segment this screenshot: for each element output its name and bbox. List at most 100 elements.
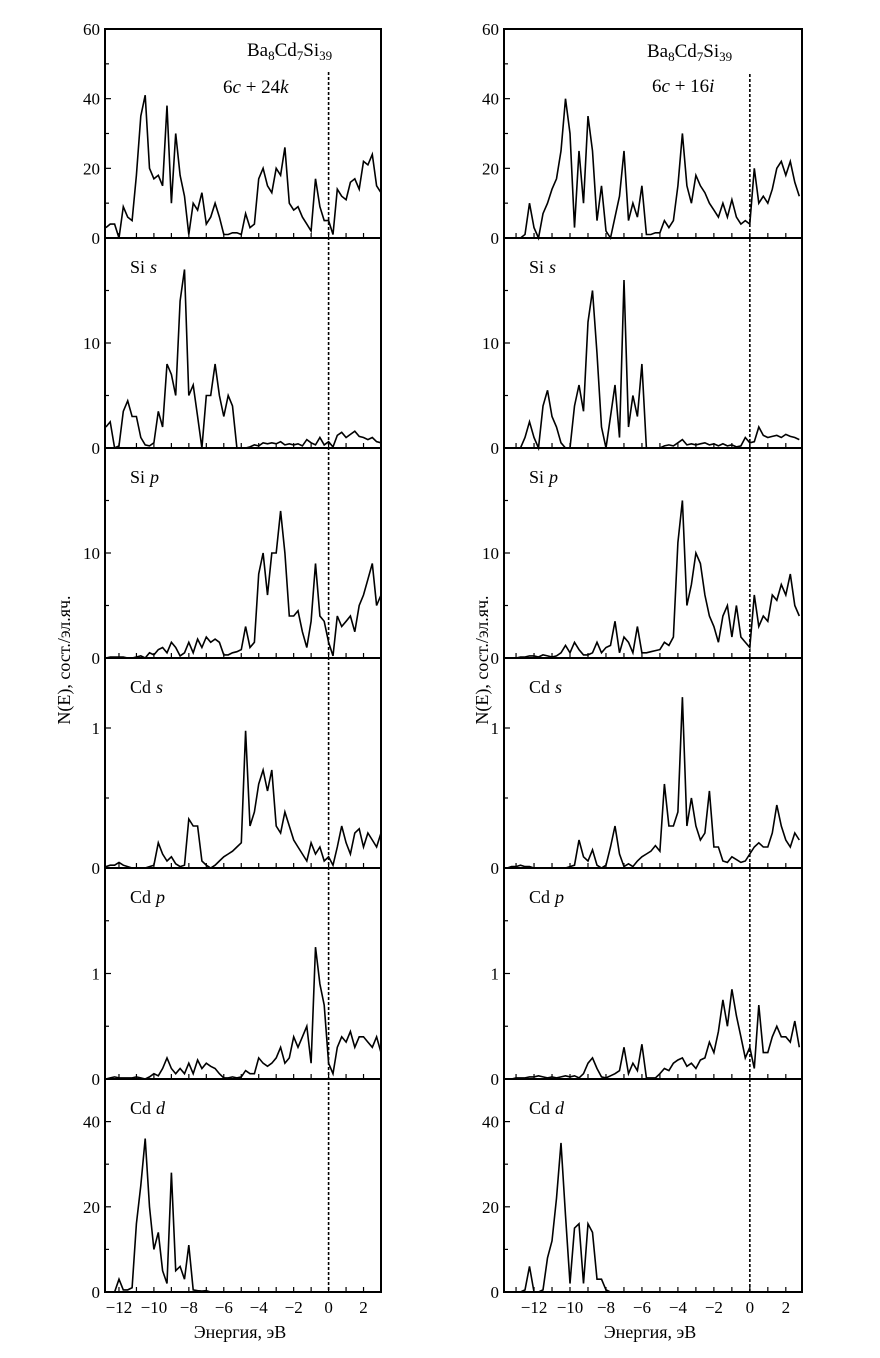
title-element: Ba <box>247 40 269 61</box>
dos-curve-cd-p <box>507 989 801 1080</box>
orbital-label: p <box>148 467 159 487</box>
compound-title: Ba8Cd7Si39 <box>647 41 732 64</box>
y-tick-label: 10 <box>482 544 499 563</box>
y-tick-label: 10 <box>83 544 100 563</box>
annotation-site-letter: i <box>709 76 714 97</box>
element-label: Cd <box>529 1098 550 1118</box>
y-tick-label: 60 <box>482 20 499 39</box>
annotation-text: 6 <box>223 77 233 98</box>
panel-cd-p: 0 1 Cd p <box>491 867 803 1089</box>
y-tick-label: 0 <box>491 1283 500 1302</box>
panel-label: Si p <box>529 467 558 487</box>
dos-curve-si-s <box>105 269 382 450</box>
panel-label: Si s <box>529 257 556 277</box>
y-tick-label: 0 <box>491 439 500 458</box>
annotation-site-letter: c <box>233 77 242 98</box>
annotation-text: + 24 <box>241 77 281 98</box>
y-tick-label: 10 <box>83 334 100 353</box>
dos-curve-si-s <box>507 279 800 452</box>
y-tick-label: 20 <box>83 1198 100 1217</box>
y-tick-label: 1 <box>92 719 101 738</box>
y-tick-label: 40 <box>83 90 100 109</box>
x-tick-label: −8 <box>597 1298 615 1317</box>
orbital-label: s <box>150 257 157 277</box>
y-tick-label: 0 <box>491 1070 500 1089</box>
y-tick-label: 1 <box>491 719 500 738</box>
panel-label: Cd d <box>130 1098 166 1118</box>
title-element: Si <box>703 41 719 62</box>
y-tick-label: 0 <box>491 229 500 248</box>
orbital-label: d <box>156 1098 166 1118</box>
y-tick-label: 0 <box>92 439 101 458</box>
y-axis-label: N(E), сост./эл.яч. <box>54 595 75 724</box>
panel-label: Cd d <box>529 1098 565 1118</box>
panel-label: Si p <box>130 467 159 487</box>
dos-curve-cd-p <box>105 947 382 1080</box>
y-tick-label: 0 <box>92 229 101 248</box>
dos-curve-total <box>105 95 382 239</box>
dos-curve-si-p <box>105 510 382 659</box>
panel-cd-p: 0 1 Cd p <box>92 867 382 1089</box>
x-tick-label: 0 <box>324 1298 333 1317</box>
y-tick-label: 40 <box>482 90 499 109</box>
x-tick-label: −2 <box>285 1298 303 1317</box>
orbital-label: d <box>555 1098 565 1118</box>
element-label: Si <box>529 257 544 277</box>
y-tick-label: 0 <box>92 1283 101 1302</box>
panel-si-p: 0 10 Si p <box>482 447 803 668</box>
dos-curve-total <box>507 98 801 241</box>
x-tick-label: −2 <box>705 1298 723 1317</box>
x-tick-label: −12 <box>106 1298 133 1317</box>
element-label: Cd <box>130 1098 151 1118</box>
compound-title: Ba8Cd7Si39 <box>247 40 332 63</box>
y-tick-label: 0 <box>491 649 500 668</box>
title-subscript: 7 <box>297 48 304 63</box>
panel-cd-d: 0 20 40 Cd d <box>482 1078 803 1302</box>
y-tick-label: 0 <box>92 1070 101 1089</box>
x-tick-label: −10 <box>557 1298 584 1317</box>
title-element: Cd <box>675 41 698 62</box>
title-subscript: 39 <box>319 48 332 63</box>
element-label: Cd <box>130 677 151 697</box>
annotation-site-letter: c <box>662 76 671 97</box>
panel-si-s: 0 10 Si s <box>482 237 803 458</box>
x-tick-label: 2 <box>359 1298 368 1317</box>
panel-cd-s: 0 1 Cd s <box>491 657 803 878</box>
dos-curve-cd-s <box>105 730 382 869</box>
y-tick-label: 0 <box>92 859 101 878</box>
panel-si-s: 0 10 Si s <box>83 237 382 458</box>
panel-label: Cd s <box>529 677 562 697</box>
dos-curve-cd-s <box>506 697 800 869</box>
y-tick-label: 60 <box>83 20 100 39</box>
panel-total: 0 20 40 60 <box>482 20 803 248</box>
x-tick-label: −4 <box>250 1298 269 1317</box>
x-axis-label: Энергия, эВ <box>604 1322 697 1342</box>
y-tick-label: 0 <box>491 859 500 878</box>
panel-frame <box>104 28 382 239</box>
element-label: Si <box>130 467 145 487</box>
y-tick-label: 0 <box>92 649 101 668</box>
panel-frame <box>104 447 382 659</box>
panel-frame <box>104 237 382 449</box>
x-axis-label: Энергия, эВ <box>194 1322 287 1342</box>
orbital-label: s <box>555 677 562 697</box>
x-tick-label: −10 <box>141 1298 168 1317</box>
title-subscript: 8 <box>668 49 675 64</box>
title-subscript: 8 <box>268 48 275 63</box>
panel-cd-s: 0 1 Cd s <box>92 657 382 878</box>
x-tick-label: −6 <box>215 1298 233 1317</box>
orbital-label: p <box>547 467 558 487</box>
title-element: Ba <box>647 41 669 62</box>
y-tick-label: 1 <box>491 965 500 984</box>
title-subscript: 39 <box>719 49 732 64</box>
panel-cd-d: 0 20 40 Cd d <box>83 1078 382 1302</box>
x-tick-label: 2 <box>782 1298 791 1317</box>
orbital-label: s <box>156 677 163 697</box>
panel-label: Cd p <box>529 887 564 907</box>
y-tick-label: 20 <box>482 1198 499 1217</box>
panel-label: Cd s <box>130 677 163 697</box>
x-tick-label: 0 <box>746 1298 755 1317</box>
y-tick-label: 20 <box>83 159 100 178</box>
